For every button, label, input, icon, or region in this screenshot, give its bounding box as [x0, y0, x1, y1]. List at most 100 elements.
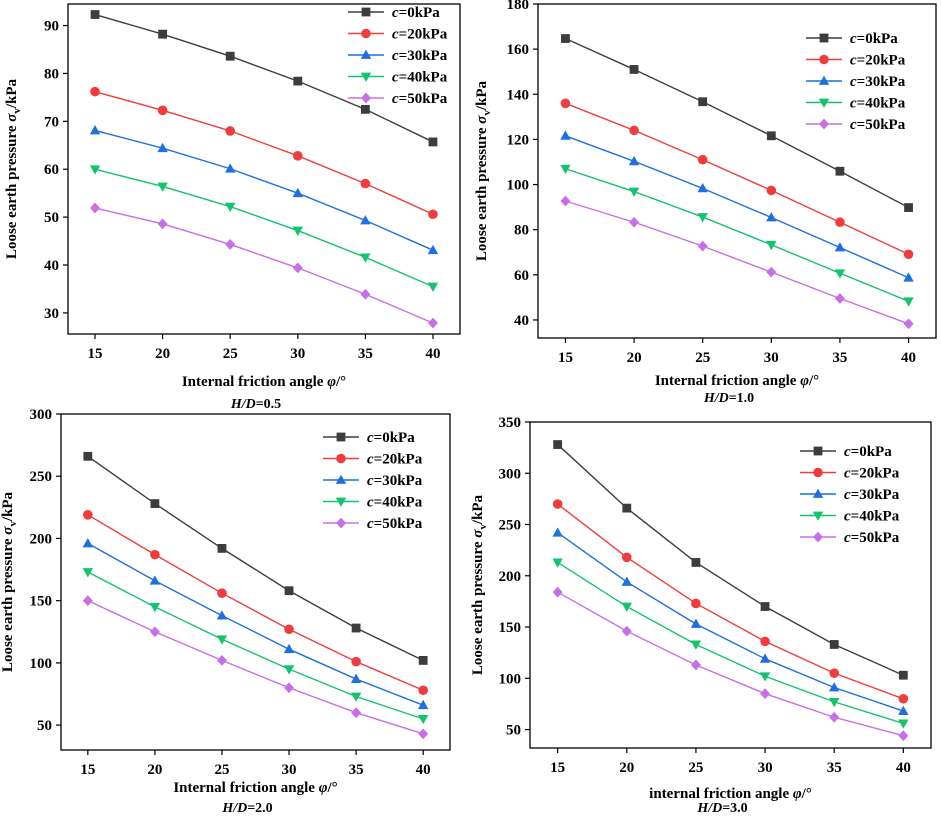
legend-label: c=50kPa	[392, 91, 448, 107]
data-point	[621, 625, 632, 637]
legend-label: c=20kPa	[844, 466, 900, 482]
x-tick-label: 40	[416, 762, 431, 778]
chart-panel-2: 15 20 25 30 35 40 40 60 80 100 120 140 160 180 Interna…	[474, 0, 937, 406]
y-axis-title: Loose earth pressure σv/kPa	[474, 80, 493, 261]
data-point	[903, 297, 914, 307]
x-tick-label: 25	[688, 760, 703, 776]
series-line	[557, 532, 904, 712]
series-line	[94, 129, 434, 251]
legend-marker	[336, 432, 346, 442]
y-tick-label: 250	[499, 518, 522, 534]
y-tick-label: 100	[30, 656, 53, 672]
y-tick-label: 40	[44, 258, 59, 274]
data-point	[418, 656, 428, 665]
plot-frame	[529, 421, 932, 749]
data-point	[698, 97, 708, 107]
x-tick-label: 30	[764, 350, 779, 366]
data-point	[149, 626, 160, 638]
data-point	[834, 293, 845, 304]
data-point	[428, 209, 438, 220]
data-point	[829, 668, 840, 678]
data-point	[629, 125, 639, 136]
data-point	[697, 154, 708, 165]
series-1	[552, 499, 909, 704]
plot-frame	[60, 413, 451, 751]
data-point	[292, 187, 303, 198]
legend-label: c=50kPa	[844, 530, 900, 546]
series-line	[565, 168, 909, 302]
y-tick-label: 150	[30, 594, 53, 610]
y-tick-label: 50	[37, 718, 52, 734]
data-point	[898, 730, 909, 742]
y-tick-label: 60	[44, 162, 59, 178]
data-point	[829, 640, 839, 649]
data-point	[835, 217, 845, 228]
legend-marker	[360, 49, 372, 59]
legend-marker	[336, 517, 346, 529]
x-tick-label: 30	[282, 762, 297, 778]
series-0	[90, 10, 438, 147]
legend-marker	[813, 467, 823, 478]
legend-label: c=0kPa	[850, 31, 898, 47]
data-point	[766, 131, 776, 141]
chart-panel-3: 15 20 25 30 35 40 50 100 150 200 250 300 Internal fr…	[0, 407, 451, 816]
x-tick-label: 15	[88, 346, 103, 362]
panel-caption: H/D=0.5	[230, 397, 281, 412]
data-point	[90, 202, 101, 214]
y-tick-label: 100	[507, 178, 530, 194]
data-point	[217, 588, 227, 598]
series-0	[83, 451, 428, 665]
series-4	[82, 595, 429, 740]
data-point	[225, 51, 235, 61]
legend-label: c=40kPa	[844, 509, 900, 525]
series-0	[553, 440, 908, 680]
data-point	[697, 213, 708, 223]
legend-label: c=0kPa	[392, 5, 440, 21]
data-point	[150, 549, 160, 560]
legend-label: c=40kPa	[367, 495, 423, 511]
y-tick-label: 200	[499, 569, 522, 585]
data-point	[360, 104, 370, 114]
y-tick-label: 100	[499, 671, 522, 687]
x-tick-label: 15	[550, 760, 565, 776]
legend-marker	[361, 7, 371, 17]
series-3	[89, 165, 439, 292]
chart-panel-1: 15 20 25 30 35 40 30 40 50 60 70 80 90 Internal frict…	[4, 3, 461, 412]
x-tick-label: 20	[147, 762, 162, 778]
data-point	[150, 499, 160, 508]
data-point	[157, 105, 168, 116]
legend-marker	[819, 33, 829, 43]
data-point	[217, 544, 227, 553]
series-line	[94, 13, 434, 143]
data-point	[903, 249, 914, 260]
x-axis-title: internal friction angle φ/°	[649, 786, 812, 802]
y-axis-title: Loose earth pressure σv/kPa	[4, 78, 23, 259]
data-point	[766, 185, 777, 196]
data-point	[829, 711, 840, 723]
series-3	[82, 568, 429, 725]
data-point	[628, 155, 640, 166]
data-point	[560, 164, 571, 175]
data-point	[903, 318, 914, 330]
data-point	[225, 163, 236, 173]
data-point	[292, 226, 303, 236]
legend-marker	[335, 474, 347, 484]
data-point	[552, 558, 563, 568]
data-point	[829, 697, 840, 708]
data-point	[83, 510, 93, 520]
y-tick-label: 70	[44, 114, 59, 130]
data-point	[553, 440, 563, 449]
y-tick-label: 300	[499, 466, 522, 482]
y-tick-label: 200	[30, 531, 53, 547]
data-point	[351, 656, 361, 667]
data-point	[697, 182, 708, 193]
data-point	[90, 10, 100, 19]
x-tick-label: 35	[832, 350, 847, 366]
panel-caption: H/D=2.0	[221, 801, 272, 816]
data-point	[292, 262, 303, 274]
y-axis-title: Loose earth pressure σv/kPa	[0, 491, 19, 672]
data-point	[561, 34, 570, 43]
legend: c=0kPa c=20kPa c=30kPa c=40kPa c=50kPa	[348, 5, 448, 107]
series-line	[94, 207, 434, 324]
data-point	[417, 714, 429, 725]
